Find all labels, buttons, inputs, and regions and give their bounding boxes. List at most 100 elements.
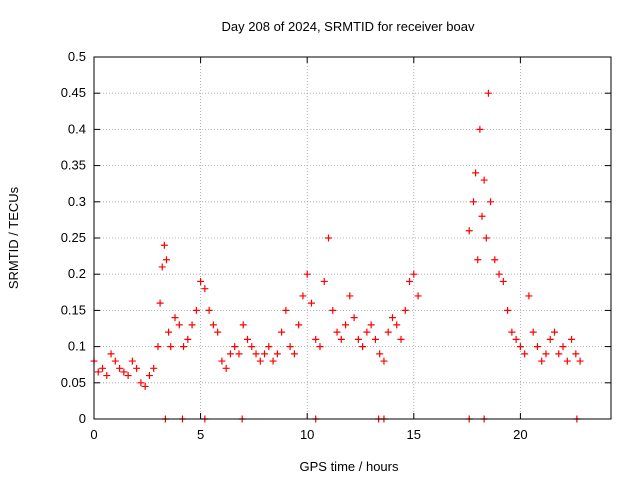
data-point: [376, 350, 384, 358]
data-point: [184, 335, 192, 343]
data-point: [244, 335, 252, 343]
data-point: [248, 343, 256, 351]
data-point: [487, 198, 495, 206]
data-point: [529, 328, 537, 336]
data-point: [312, 335, 320, 343]
data-point: [325, 234, 333, 242]
plot-frame: [93, 56, 612, 420]
data-point: [141, 382, 149, 390]
data-point: [538, 357, 546, 365]
x-tick-label: 15: [407, 427, 421, 442]
data-point: [295, 321, 303, 329]
data-point: [145, 372, 153, 380]
data-point: [116, 364, 124, 372]
data-point: [563, 357, 571, 365]
data-point: [205, 306, 213, 314]
x-axis-label: GPS time / hours: [300, 459, 399, 474]
data-point: [316, 343, 324, 351]
data-point: [414, 292, 422, 300]
data-point: [521, 350, 529, 358]
data-point: [107, 350, 115, 358]
data-point: [482, 234, 490, 242]
data-point: [354, 335, 362, 343]
data-point: [133, 364, 141, 372]
x-tick-label: 20: [513, 427, 527, 442]
data-point: [363, 328, 371, 336]
data-point: [333, 328, 341, 336]
data-point: [128, 357, 136, 365]
data-point: [410, 270, 418, 278]
data-point: [576, 357, 584, 365]
data-point: [165, 328, 173, 336]
y-tick-label: 0.1: [68, 339, 86, 354]
y-tick-label: 0.45: [61, 85, 86, 100]
data-point: [239, 321, 247, 329]
data-point: [559, 343, 567, 351]
data-point: [197, 277, 205, 285]
data-point: [167, 343, 175, 351]
data-point: [307, 299, 315, 307]
data-point: [572, 350, 580, 358]
data-point: [465, 227, 473, 235]
chart-title: Day 208 of 2024, SRMTID for receiver boa…: [222, 19, 475, 34]
data-point: [508, 328, 516, 336]
data-point: [278, 328, 286, 336]
data-point: [256, 357, 264, 365]
data-point: [175, 321, 183, 329]
data-point: [299, 292, 307, 300]
data-point: [393, 321, 401, 329]
data-point: [380, 357, 388, 365]
data-point: [329, 306, 337, 314]
y-tick-label: 0.3: [68, 194, 86, 209]
data-point: [359, 343, 367, 351]
data-points: [90, 89, 584, 423]
data-point: [226, 350, 234, 358]
data-point: [516, 343, 524, 351]
data-point: [201, 285, 209, 293]
data-point: [154, 343, 162, 351]
data-point: [158, 263, 166, 271]
data-point: [472, 169, 480, 177]
data-point: [209, 321, 217, 329]
x-tick-label: 5: [197, 427, 204, 442]
data-point: [350, 314, 358, 322]
y-tick-label: 0.2: [68, 266, 86, 281]
data-point: [99, 364, 107, 372]
data-point: [476, 125, 484, 133]
data-point: [568, 335, 576, 343]
data-point: [261, 350, 269, 358]
data-point: [474, 256, 482, 264]
data-point: [160, 241, 168, 249]
data-point: [337, 335, 345, 343]
data-point: [484, 89, 492, 97]
data-point: [495, 270, 503, 278]
data-point: [273, 350, 281, 358]
data-point: [269, 357, 277, 365]
data-point: [499, 277, 507, 285]
data-point: [303, 270, 311, 278]
data-point: [111, 357, 119, 365]
data-point: [480, 176, 488, 184]
data-point: [222, 364, 230, 372]
data-point: [406, 277, 414, 285]
data-point: [218, 357, 226, 365]
data-point: [478, 212, 486, 220]
data-point: [533, 343, 541, 351]
data-point: [231, 343, 239, 351]
y-tick-label: 0.35: [61, 158, 86, 173]
data-point: [469, 198, 477, 206]
data-point: [342, 321, 350, 329]
data-point: [156, 299, 164, 307]
y-tick-label: 0.5: [68, 49, 86, 64]
data-point: [171, 314, 179, 322]
y-tick-label: 0.25: [61, 230, 86, 245]
data-point: [367, 321, 375, 329]
data-point: [397, 335, 405, 343]
grid-lines: [94, 57, 611, 419]
x-tick-label: 10: [300, 427, 314, 442]
data-point: [388, 314, 396, 322]
data-point: [265, 343, 273, 351]
data-point: [188, 321, 196, 329]
data-point: [384, 328, 392, 336]
